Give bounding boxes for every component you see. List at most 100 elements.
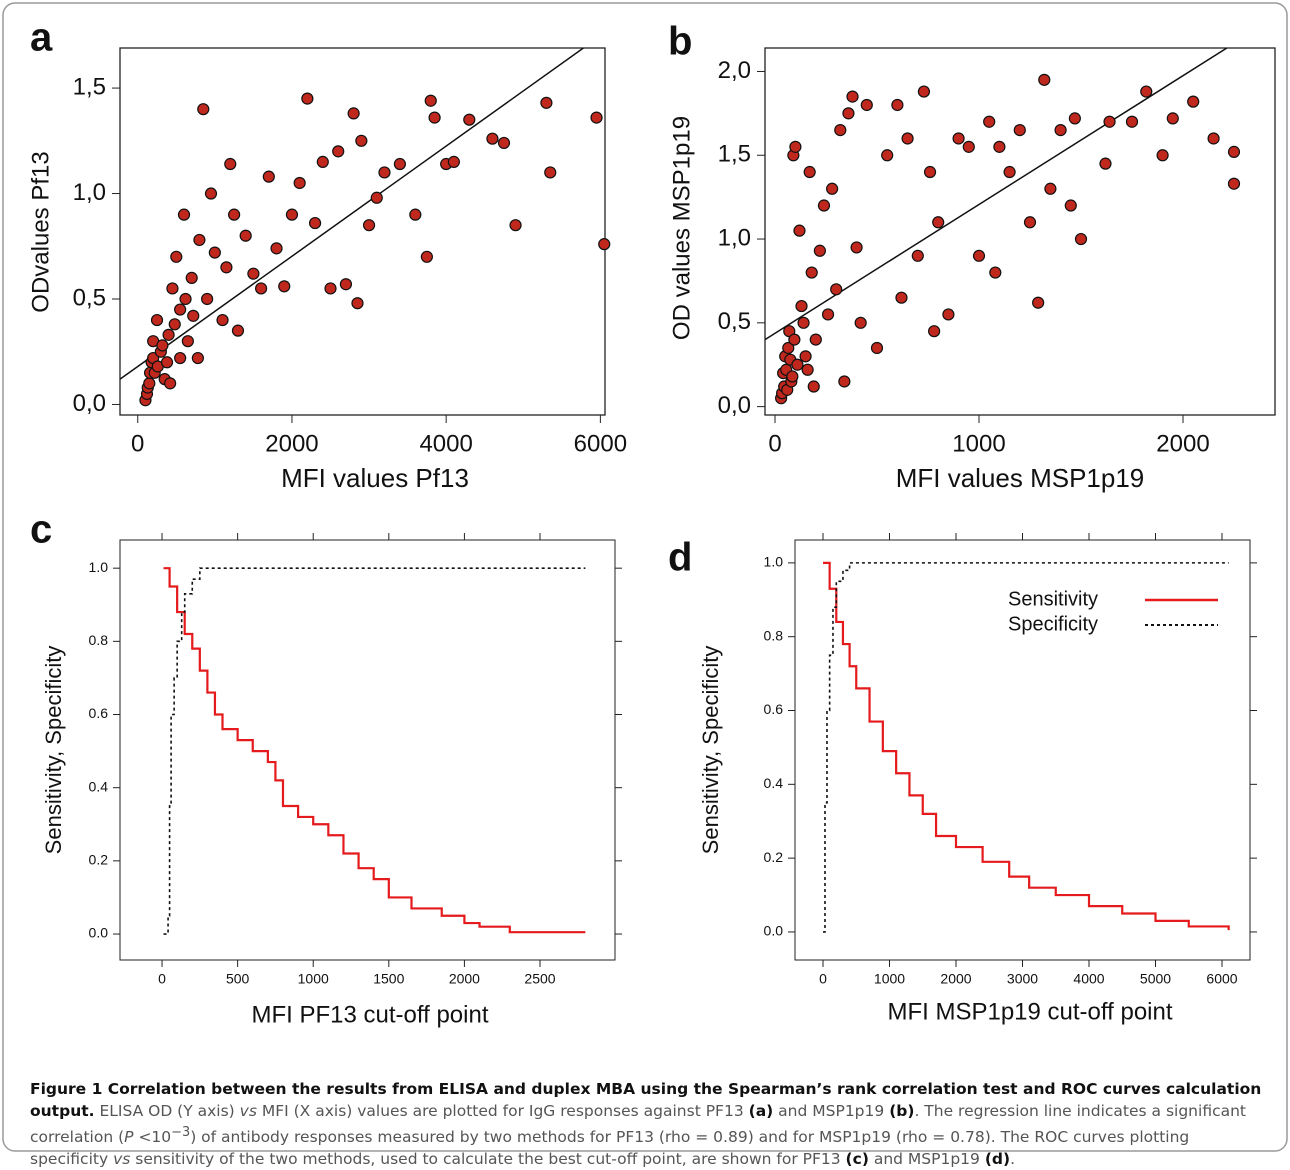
point [509, 219, 522, 232]
point [293, 176, 306, 190]
caption-text: . The regression line indicates a signif… [30, 1102, 1247, 1147]
y-tick-label: 0.2 [764, 849, 784, 865]
frame [2, 2, 1288, 1152]
point [332, 145, 345, 158]
y-tick-label: 1,0 [718, 224, 751, 251]
point [860, 98, 873, 112]
point [164, 377, 177, 390]
point [799, 350, 812, 363]
point [270, 242, 283, 255]
x-tick-label: 2000 [940, 971, 971, 987]
point [197, 103, 210, 116]
point [1064, 199, 1077, 212]
point [156, 339, 169, 352]
x-tick-label: 1000 [952, 430, 1005, 457]
point [193, 233, 206, 247]
point [168, 318, 181, 331]
point [801, 363, 814, 376]
point [1166, 112, 1179, 125]
x-tick-label: 4000 [1073, 971, 1104, 987]
point [1227, 145, 1241, 158]
caption-text: (a) [748, 1102, 774, 1120]
caption: Figure 1 Correlation between the results… [30, 1078, 1270, 1170]
x-tick-label: 5000 [1140, 971, 1171, 987]
point [1140, 85, 1153, 98]
point [805, 266, 818, 279]
point [347, 107, 360, 120]
legend-box [1000, 584, 1232, 644]
y-tick-label: 1.0 [764, 554, 784, 570]
point [1103, 115, 1116, 128]
point [362, 219, 376, 232]
point [830, 283, 843, 296]
point [208, 246, 221, 259]
x-axis-label: MFI MSP1p19 cut-off point [887, 998, 1172, 1025]
caption-text: sensitivity of the two methods, used to … [130, 1150, 846, 1169]
point [870, 341, 884, 355]
y-tick-label: 0.6 [89, 705, 109, 721]
point [185, 271, 198, 285]
point [983, 115, 996, 128]
caption-text: ELISA OD (Y axis) [94, 1102, 240, 1120]
y-tick-label: 1,5 [73, 73, 106, 100]
x-axis-label: MFI values MSP1p19 [896, 463, 1145, 493]
point [355, 134, 368, 147]
point [1038, 73, 1051, 86]
point [821, 308, 835, 321]
caption-text: <10 [133, 1128, 172, 1147]
x-tick-label: 1000 [298, 971, 329, 987]
panel-label: b [668, 20, 692, 64]
y-tick-label: 2,0 [718, 57, 751, 84]
point [1099, 157, 1112, 170]
point [179, 292, 192, 306]
point [1125, 115, 1139, 128]
point [204, 187, 218, 200]
caption-text: (b) [889, 1102, 915, 1120]
point [278, 280, 291, 293]
point [846, 90, 859, 103]
line-series [163, 567, 586, 935]
point [1187, 95, 1200, 108]
point [324, 282, 337, 295]
point [1032, 296, 1045, 309]
y-tick-label: 0.6 [764, 701, 784, 717]
x-tick-label: 6000 [574, 430, 627, 457]
point [378, 166, 391, 179]
point [1013, 124, 1026, 137]
x-tick-label: 2000 [1156, 430, 1209, 457]
point [834, 124, 847, 137]
point [255, 282, 268, 295]
point [191, 351, 204, 365]
point [1044, 182, 1057, 195]
point [1074, 232, 1088, 246]
y-tick-label: 0.8 [89, 632, 109, 648]
caption-text: P [124, 1128, 134, 1147]
point [901, 132, 914, 145]
x-tick-label: 0 [819, 971, 827, 987]
x-tick-label: 500 [226, 971, 250, 987]
regression-line [120, 48, 584, 380]
x-tick-label: 2000 [265, 430, 318, 457]
point [409, 208, 422, 221]
plot-frame [119, 47, 606, 416]
point [424, 94, 437, 107]
point [187, 309, 200, 322]
line-series [822, 561, 1230, 931]
point [782, 341, 795, 355]
point [928, 325, 941, 338]
panel-label: a [30, 16, 53, 60]
point [540, 96, 553, 109]
point [911, 249, 924, 262]
point [791, 358, 804, 371]
x-tick-label: 2500 [524, 971, 555, 987]
point [881, 149, 894, 162]
x-tick-label: 1000 [874, 971, 905, 987]
point [308, 216, 322, 230]
point [170, 250, 183, 263]
point [989, 266, 1002, 279]
caption-text: MFI (X axis) values are plotted for IgG … [256, 1102, 749, 1120]
caption-text: (c) [845, 1150, 869, 1169]
y-tick-label: 0,0 [718, 392, 751, 419]
point [932, 216, 945, 229]
x-tick-label: 3000 [1007, 971, 1038, 987]
